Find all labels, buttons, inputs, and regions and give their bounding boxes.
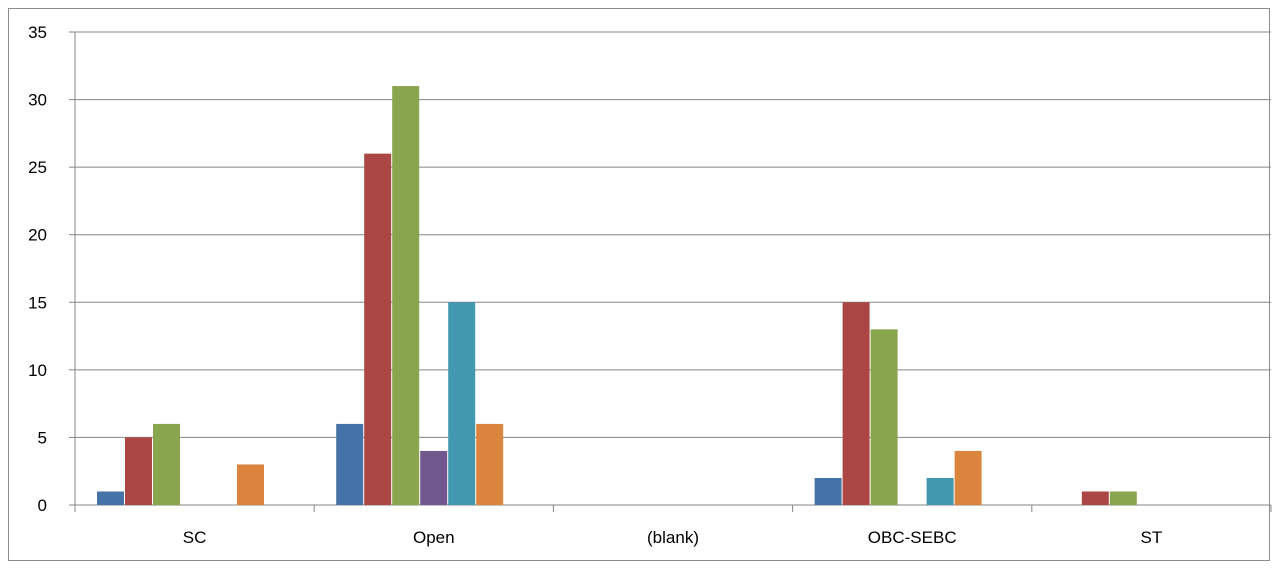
x-tick-label: (blank) — [647, 528, 699, 547]
bar — [954, 450, 982, 505]
bar — [125, 437, 152, 505]
axes — [69, 31, 1272, 512]
bar — [392, 86, 420, 506]
chart-frame — [8, 8, 1270, 561]
bar — [1109, 491, 1137, 505]
x-tick-label: SC — [183, 528, 207, 547]
y-tick-label: 0 — [38, 496, 47, 515]
bar — [153, 423, 180, 505]
bar — [814, 477, 842, 505]
bar — [336, 423, 364, 505]
y-tick-label: 15 — [28, 293, 47, 312]
bar — [476, 423, 504, 505]
y-tick-labels: 0 5 10 15 20 25 30 35 — [28, 23, 47, 515]
x-tick-label: Open — [413, 528, 455, 547]
y-tick-label: 35 — [28, 23, 47, 42]
y-tick-label: 10 — [28, 361, 47, 380]
bar — [870, 329, 898, 505]
bar — [1081, 491, 1109, 505]
bar — [448, 302, 476, 505]
x-tick-labels: SC Open (blank) OBC-SEBC ST — [183, 528, 1162, 547]
bar — [237, 464, 264, 505]
bar — [926, 477, 954, 505]
y-tick-label: 25 — [28, 158, 47, 177]
gridlines — [75, 31, 1271, 438]
x-tick-label: OBC-SEBC — [868, 528, 957, 547]
y-tick-label: 5 — [38, 428, 47, 447]
bar — [97, 491, 124, 505]
x-tick-label: ST — [1141, 528, 1163, 547]
bar — [842, 302, 870, 505]
bars — [97, 86, 1137, 506]
y-tick-label: 30 — [28, 91, 47, 110]
bar — [364, 153, 392, 505]
bar — [420, 450, 448, 505]
y-tick-label: 20 — [28, 226, 47, 245]
